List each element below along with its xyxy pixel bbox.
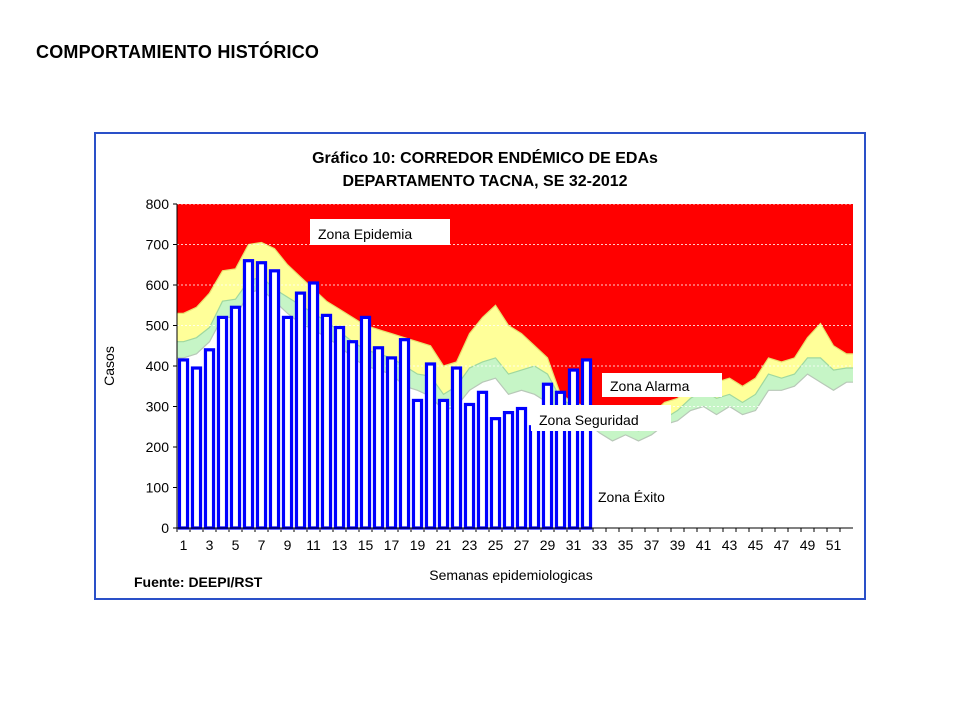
chart-title-line1: Gráfico 10: CORREDOR ENDÉMICO DE EDAs [312, 148, 658, 167]
bar-week-4 [216, 315, 229, 530]
x-tick-label: 5 [232, 537, 240, 553]
bar-week-6 [242, 259, 255, 530]
x-tick-label: 9 [284, 537, 292, 553]
x-tick-label: 29 [540, 537, 556, 553]
x-tick-label: 3 [206, 537, 214, 553]
zone-alarma-label: Zona Alarma [602, 373, 722, 397]
x-tick-label: 25 [488, 537, 504, 553]
x-tick-label: 45 [748, 537, 764, 553]
bar-week-21 [437, 398, 450, 530]
bar-week-16 [372, 346, 385, 530]
bar-week-2 [190, 366, 203, 530]
zone-exito-label: Zona Éxito [598, 489, 665, 505]
slide-title: COMPORTAMIENTO HISTÓRICO [36, 42, 320, 62]
bar-week-13 [333, 325, 346, 530]
bar-week-19 [411, 398, 424, 530]
zone-exito-area [177, 289, 853, 528]
bar-week-31 [567, 368, 580, 530]
zone-epidemia-label-text: Zona Epidemia [318, 226, 412, 242]
exito-boundary-line [177, 288, 853, 442]
source-note: Fuente: DEEPI/RST [134, 574, 263, 590]
x-tick-label: 1 [180, 537, 188, 553]
bar-week-20 [424, 362, 437, 530]
y-tick-label: 400 [146, 358, 170, 374]
bar-week-28 [528, 425, 541, 530]
x-tick-label: 11 [306, 537, 321, 553]
x-tick-label: 49 [800, 537, 816, 553]
seguridad-boundary-line [177, 276, 853, 432]
y-tick-label: 700 [146, 237, 170, 253]
x-tick-label: 21 [436, 537, 452, 553]
x-tick-label: 43 [722, 537, 738, 553]
y-tick-label: 800 [146, 196, 170, 212]
x-tick-label: 35 [618, 537, 634, 553]
chart-title-line2: DEPARTAMENTO TACNA, SE 32-2012 [342, 173, 627, 190]
y-tick-label: 500 [146, 318, 170, 334]
y-tick-label: 200 [146, 439, 170, 455]
bar-week-9 [281, 315, 294, 530]
bar-week-5 [229, 305, 242, 530]
x-tick-label: 13 [332, 537, 348, 553]
bar-week-32 [580, 358, 593, 530]
y-tick-label: 300 [146, 399, 170, 415]
bar-week-22 [450, 366, 463, 530]
bar-week-18 [398, 338, 411, 530]
chart: Gráfico 10: CORREDOR ENDÉMICO DE EDAs DE… [101, 148, 853, 590]
x-tick-label: 41 [696, 537, 712, 553]
x-tick-label: 17 [384, 537, 400, 553]
zone-alarma-label-text: Zona Alarma [610, 378, 690, 394]
y-tick-label: 600 [146, 277, 170, 293]
x-tick-label: 51 [826, 537, 842, 553]
bar-week-15 [359, 315, 372, 530]
zone-epidemia-label: Zona Epidemia [310, 219, 450, 245]
bar-week-23 [463, 402, 476, 530]
bar-week-17 [385, 356, 398, 530]
zone-seguridad-label-text: Zona Seguridad [539, 412, 639, 428]
x-axis-label: Semanas epidemiologicas [429, 567, 592, 583]
bar-week-7 [255, 261, 268, 530]
y-axis-label: Casos [101, 346, 117, 386]
x-tick-label: 19 [410, 537, 426, 553]
zone-seguridad-label: Zona Seguridad [531, 405, 671, 431]
x-tick-label: 47 [774, 537, 790, 553]
bar-week-12 [320, 313, 333, 530]
x-tick-label: 33 [592, 537, 608, 553]
bar-week-3 [203, 348, 216, 530]
x-tick-label: 37 [644, 537, 660, 553]
bar-week-8 [268, 269, 281, 530]
x-tick-label: 15 [358, 537, 374, 553]
bar-week-11 [307, 281, 320, 530]
x-tick-label: 31 [566, 537, 582, 553]
zone-alarma-label-box [602, 373, 722, 397]
x-tick-label: 39 [670, 537, 686, 553]
bar-week-14 [346, 340, 359, 530]
bar-week-10 [294, 291, 307, 530]
bar-week-27 [515, 406, 528, 530]
y-tick-label: 100 [146, 480, 170, 496]
y-tick-label: 0 [161, 520, 169, 536]
x-tick-label: 27 [514, 537, 530, 553]
x-tick-label: 7 [258, 537, 266, 553]
plot-area: Zona Epidemia Zona Alarma Zona Seguridad Zo… [177, 203, 853, 530]
zone-epidemia-label-box [310, 219, 450, 245]
alarma-boundary-line [177, 241, 853, 420]
bar-week-1 [177, 358, 190, 530]
bar-week-25 [489, 417, 502, 530]
x-tick-label: 23 [462, 537, 478, 553]
bar-week-24 [476, 390, 489, 530]
zone-seguridad-label-box [531, 405, 671, 431]
bar-week-26 [502, 410, 515, 530]
